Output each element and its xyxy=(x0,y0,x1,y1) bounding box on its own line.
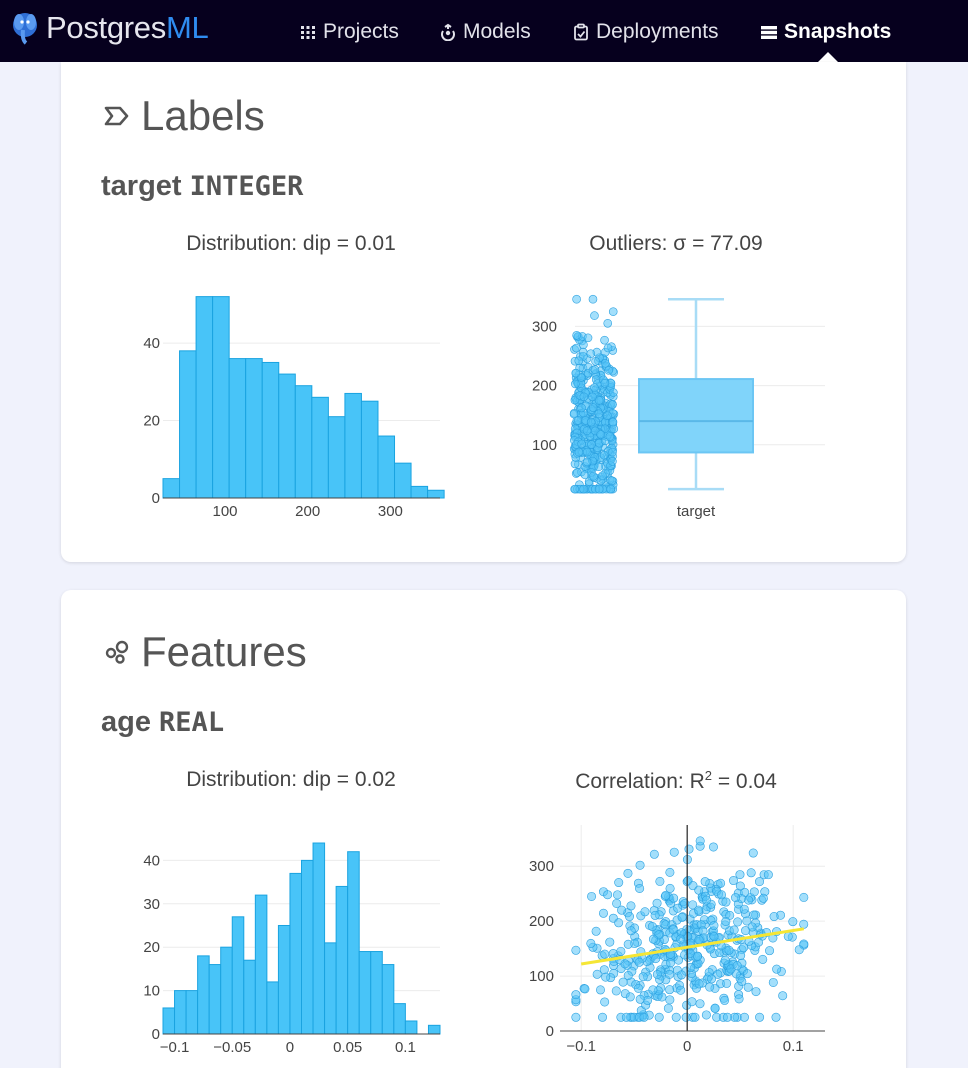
active-nav-caret xyxy=(817,52,839,63)
nav-deployments-label: Deployments xyxy=(596,20,719,43)
nav-projects-label: Projects xyxy=(323,20,399,43)
grid-icon xyxy=(301,26,315,39)
nav-snapshots[interactable]: Snapshots xyxy=(760,18,891,46)
features-heading: Features xyxy=(103,628,307,676)
clipboard-icon xyxy=(574,23,588,41)
label-column-type: INTEGER xyxy=(189,171,304,202)
label-column-title: target INTEGER xyxy=(101,170,303,203)
table-icon xyxy=(761,26,777,39)
features-bubbles-icon xyxy=(105,640,129,664)
label-tag-icon xyxy=(104,106,129,126)
top-nav: PostgresML Projects Models Deployments S… xyxy=(0,0,968,63)
nav-models-label: Models xyxy=(463,20,531,43)
nav-snapshots-label: Snapshots xyxy=(784,20,892,43)
corr-title-suffix: = 0.04 xyxy=(711,770,777,793)
corr-title-prefix: Correlation: R xyxy=(575,770,705,793)
brand-logo[interactable]: PostgresML xyxy=(10,10,209,46)
nav-models[interactable]: Models xyxy=(439,18,531,46)
brand-main: Postgres xyxy=(46,10,166,45)
elephant-logo-icon xyxy=(13,13,37,45)
brand-wordmark: PostgresML xyxy=(46,10,209,46)
nav-projects[interactable]: Projects xyxy=(299,18,399,46)
label-distribution-title: Distribution: dip = 0.01 xyxy=(186,232,396,255)
features-card: Features age REAL Distribution: dip = 0.… xyxy=(61,590,906,1068)
corr-title-sup: 2 xyxy=(704,768,712,783)
feature-distribution-title: Distribution: dip = 0.02 xyxy=(186,768,396,791)
brand-accent: ML xyxy=(165,10,209,45)
label-outliers-title: Outliers: σ = 77.09 xyxy=(589,232,763,255)
features-title: Features xyxy=(141,628,307,675)
feature-column-type: REAL xyxy=(159,707,225,738)
labels-heading: Labels xyxy=(103,92,265,140)
label-column-name: target xyxy=(101,170,182,202)
feature-column-name: age xyxy=(101,706,151,738)
model-icon xyxy=(441,23,455,41)
feature-column-title: age REAL xyxy=(101,706,224,739)
nav-deployments[interactable]: Deployments xyxy=(572,18,719,46)
feature-correlation-title: Correlation: R2 = 0.04 xyxy=(526,768,826,794)
labels-title: Labels xyxy=(141,92,265,139)
labels-card: Labels target INTEGER Distribution: dip … xyxy=(61,62,906,562)
